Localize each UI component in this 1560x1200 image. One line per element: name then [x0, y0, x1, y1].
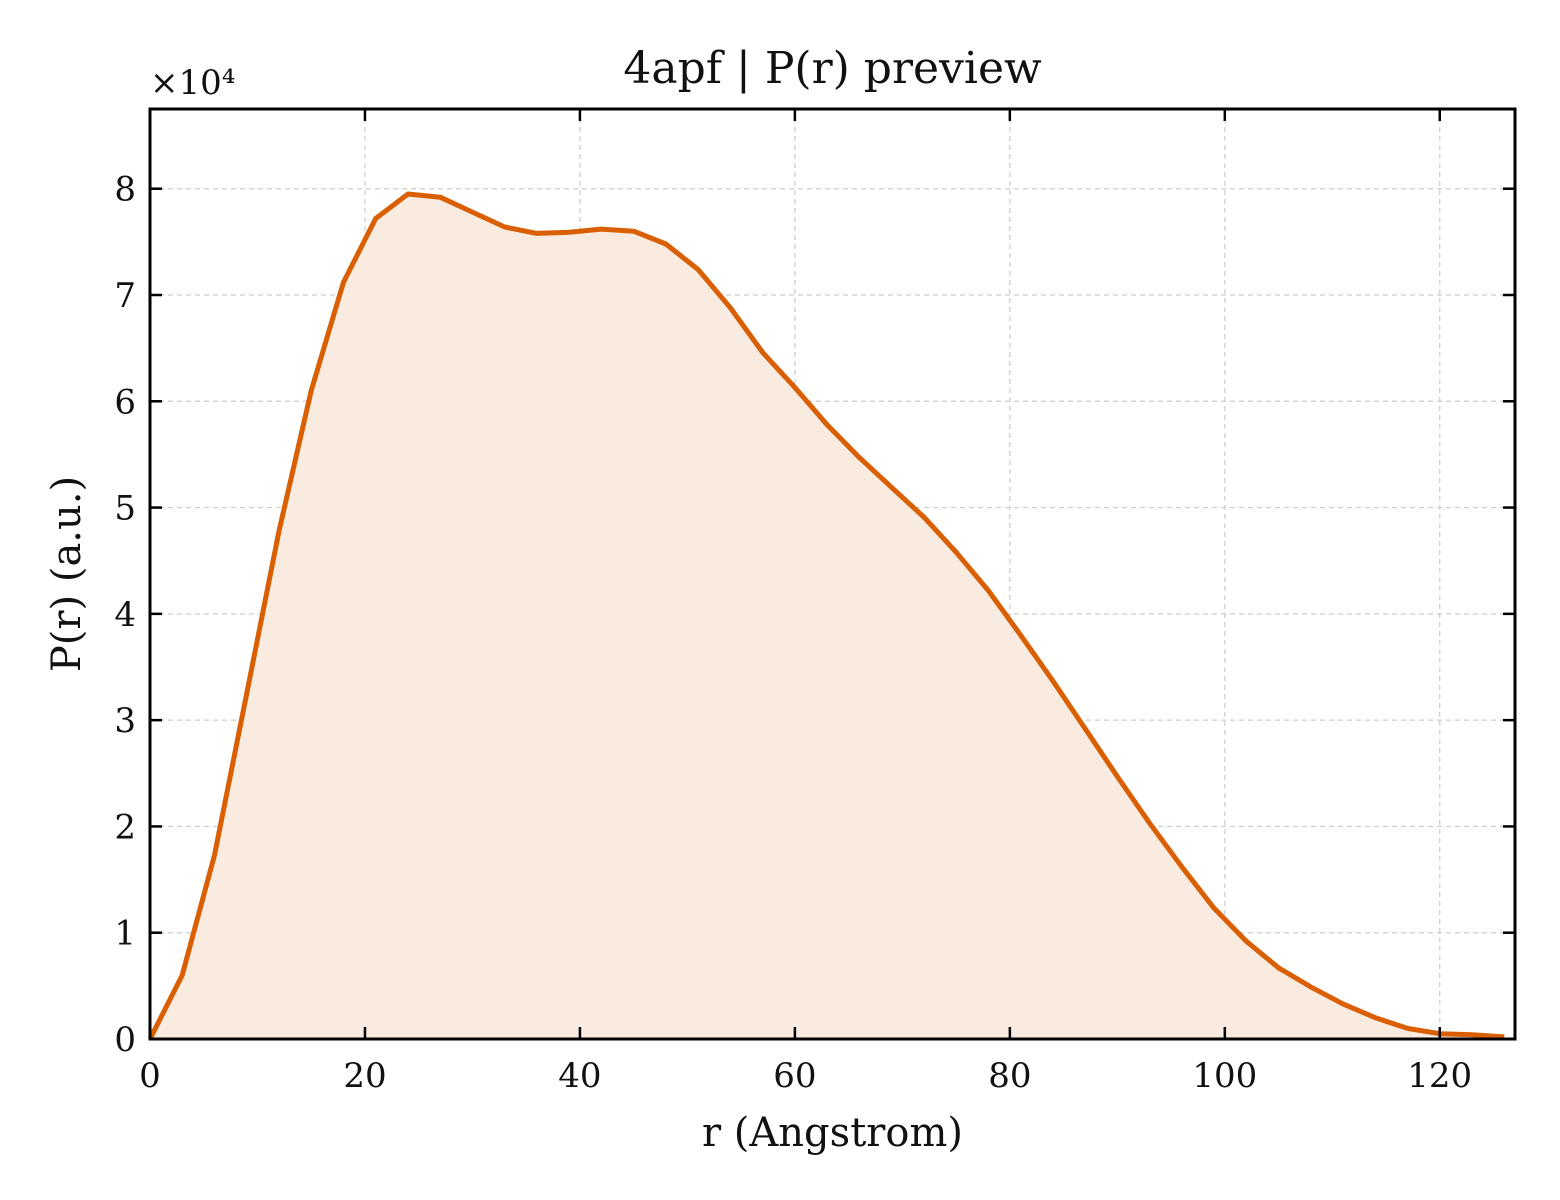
y-tick-label: 6: [114, 382, 136, 422]
x-tick-label: 0: [139, 1056, 161, 1096]
y-axis-title: P(r) (a.u.): [44, 476, 90, 672]
y-tick-label: 5: [114, 489, 136, 529]
x-axis-title: r (Angstrom): [702, 1110, 963, 1156]
y-axis-multiplier: ×10⁴: [150, 63, 235, 103]
x-tick-label: 40: [558, 1056, 601, 1096]
y-tick-label: 1: [114, 914, 136, 954]
y-tick-label: 2: [114, 807, 136, 847]
axes-frame: [148, 107, 1517, 1041]
ticks: 0 20 40 60 80 100 120 0 1 2 3 4 5 6 7 8: [114, 109, 1515, 1096]
y-tick-label: 7: [114, 276, 136, 316]
y-tick-label: 8: [114, 170, 136, 210]
x-tick-label: 120: [1407, 1056, 1472, 1096]
x-tick-label: 100: [1192, 1056, 1257, 1096]
pr-series-line: [147, 191, 1505, 1041]
x-tick-label: 60: [773, 1056, 816, 1096]
x-tick-label: 80: [988, 1056, 1031, 1096]
y-tick-label: 4: [114, 595, 136, 635]
y-tick-label: 3: [114, 701, 136, 741]
x-tick-label: 20: [343, 1056, 386, 1096]
pr-area-fill: [150, 194, 1505, 1039]
chart-title: 4apf | P(r) preview: [623, 43, 1042, 94]
y-tick-label: 0: [114, 1020, 136, 1060]
